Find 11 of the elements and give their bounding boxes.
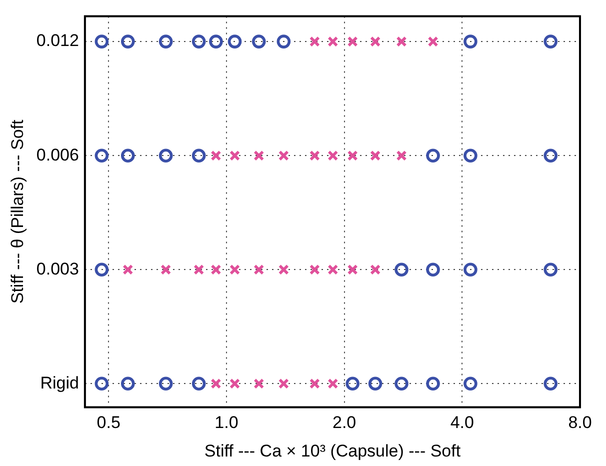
x-tick-label: 1.0 <box>214 413 238 432</box>
y-tick-label: 0.003 <box>36 259 79 278</box>
x-tick-label: 8.0 <box>568 413 592 432</box>
x-tick-label: 2.0 <box>332 413 356 432</box>
y-tick-label: 0.006 <box>36 145 79 164</box>
y-tick-label: 0.012 <box>36 31 79 50</box>
y-tick-label: Rigid <box>40 373 79 392</box>
x-tick-label: 0.5 <box>96 413 120 432</box>
y-axis-title: Stiff --- θ (Pillars) --- Soft <box>8 120 27 304</box>
x-tick-label: 4.0 <box>450 413 474 432</box>
x-axis-title: Stiff --- Ca × 10³ (Capsule) --- Soft <box>204 441 461 460</box>
